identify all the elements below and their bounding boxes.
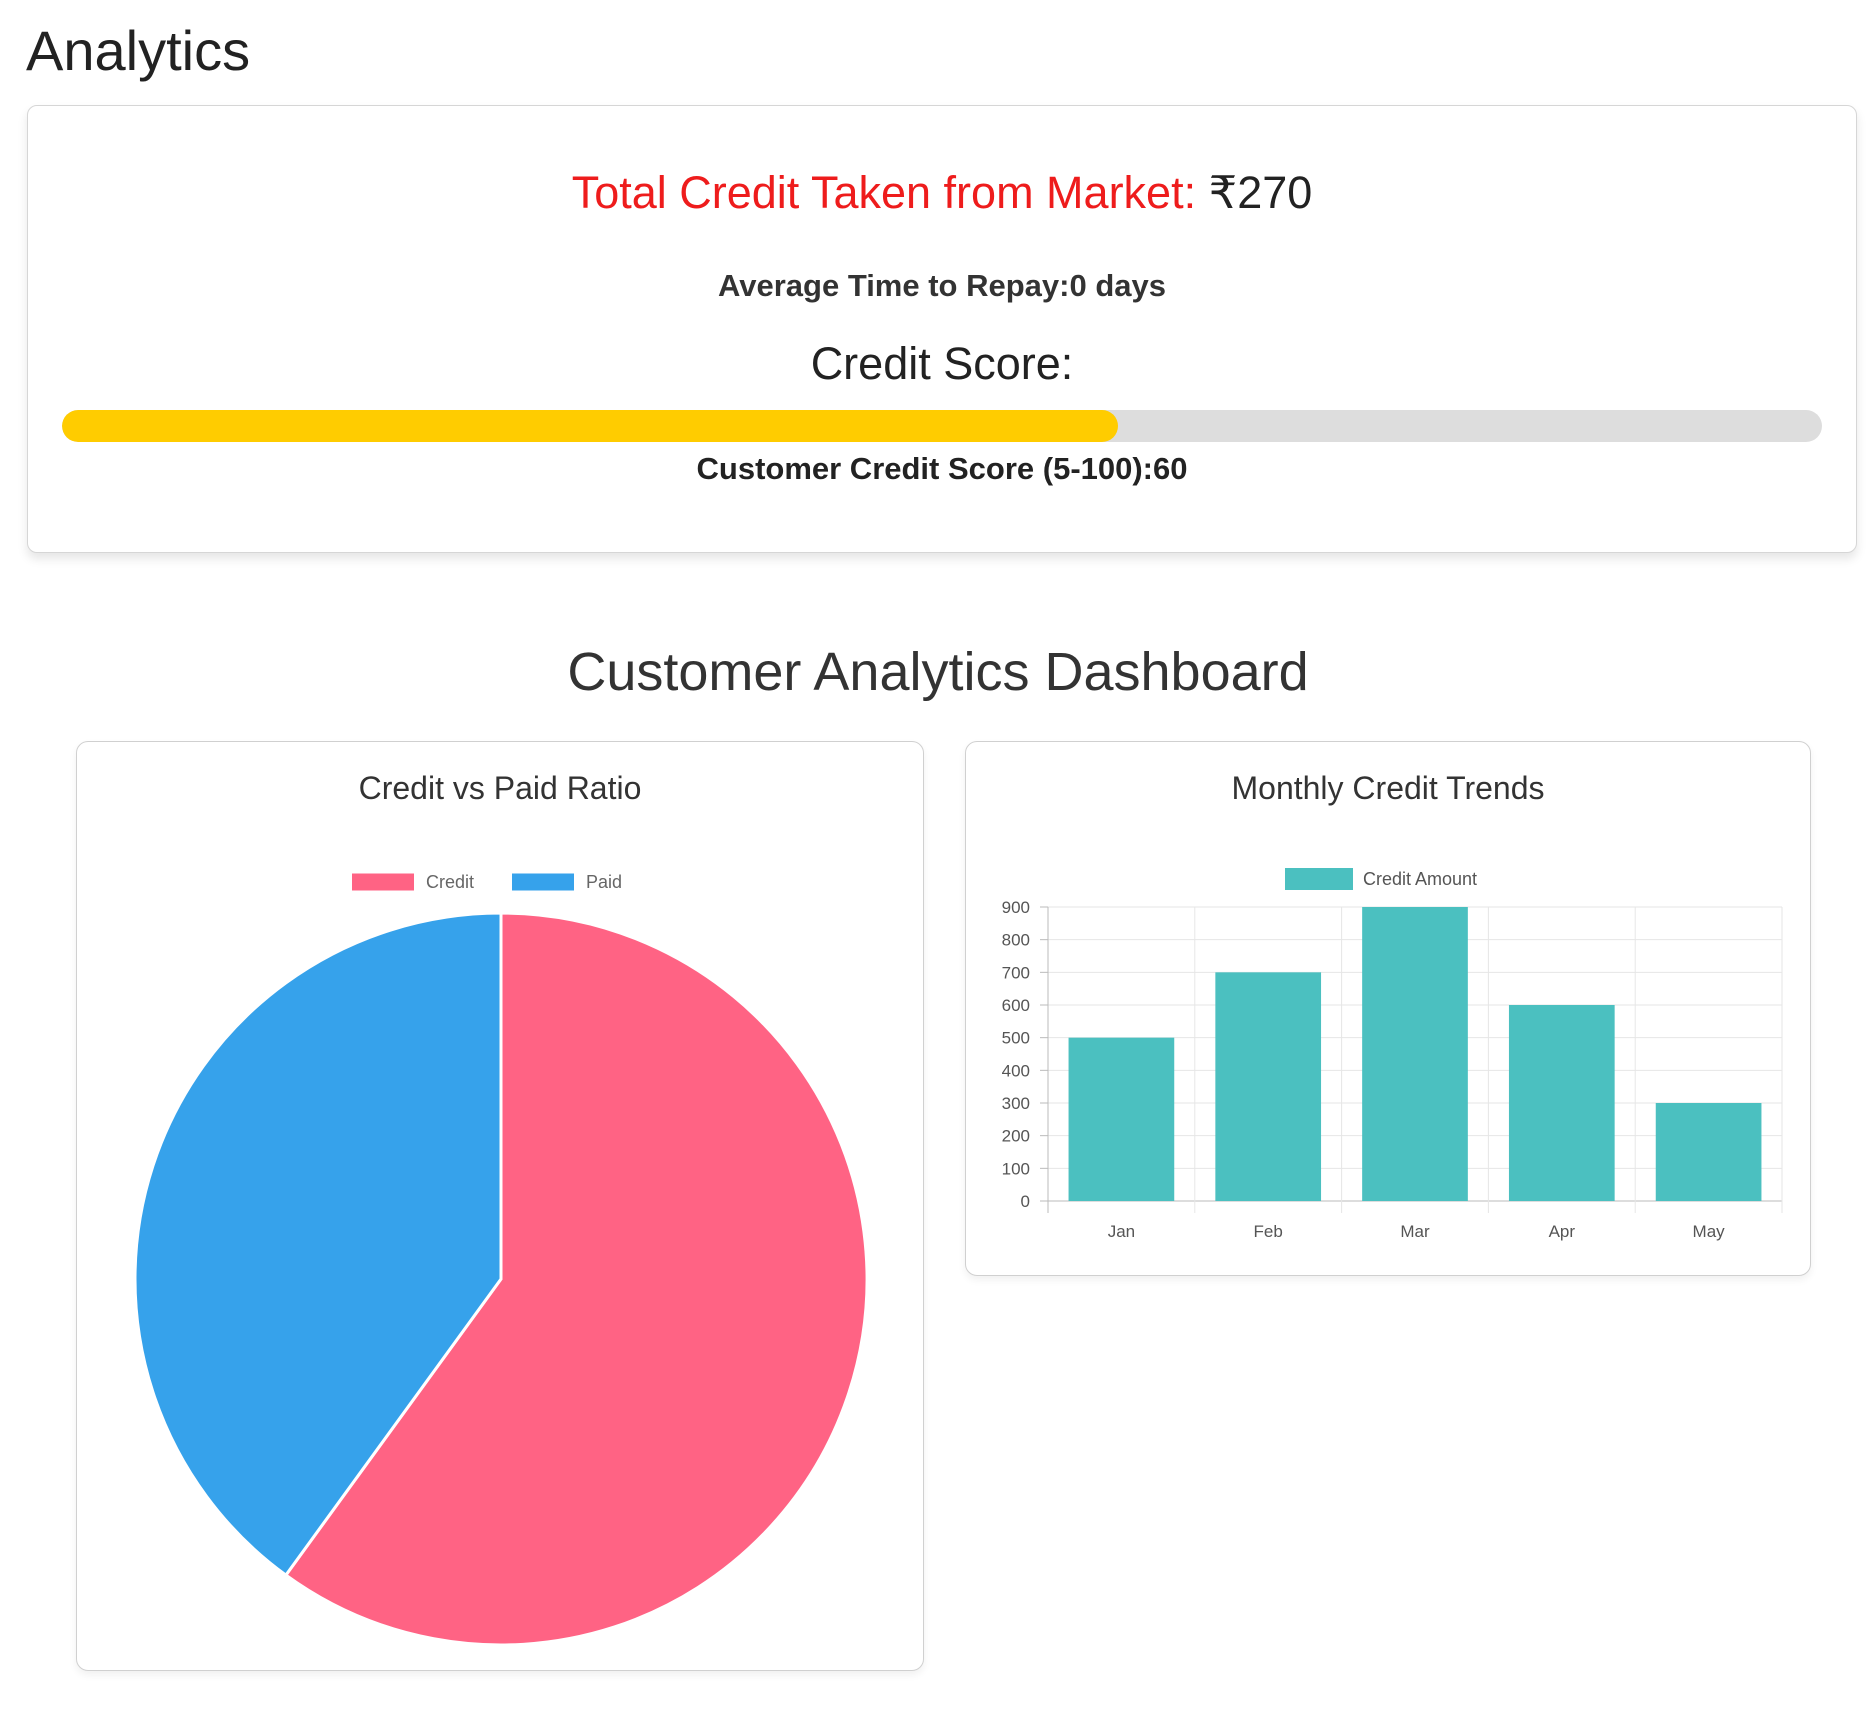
monthly-credit-bar-chart: Credit Amount 0 100 200 300 400 500 600 700 800 90…: [1002, 868, 1783, 1241]
page-title: Analytics: [26, 19, 251, 82]
total-credit: Total Credit Taken from Market: ₹270: [28, 166, 1856, 219]
y-tick-label: 500: [1002, 1029, 1030, 1048]
bar-mar[interactable]: [1362, 907, 1468, 1201]
bar-may[interactable]: [1655, 1103, 1762, 1201]
pie-chart-card: Credit vs Paid Ratio Credit Paid: [76, 741, 924, 1671]
x-tick-label: Feb: [1254, 1222, 1283, 1241]
legend-swatch-credit[interactable]: [352, 873, 414, 891]
average-repay-time: Average Time to Repay:0 days: [718, 268, 1166, 303]
credit-score-bar-fill: [62, 410, 1118, 442]
pie-chart-title: Credit vs Paid Ratio: [358, 770, 642, 806]
y-tick-label: 300: [1002, 1094, 1030, 1113]
x-tick-label: Apr: [1549, 1222, 1576, 1241]
pie-slice-credit[interactable]: [283, 911, 869, 1647]
y-tick-label: 600: [1002, 996, 1030, 1015]
bar-jan[interactable]: [1068, 1037, 1175, 1201]
bar-apr[interactable]: [1508, 1005, 1615, 1201]
bar-chart-card: Monthly Credit Trends Credit Amount 0 100 2…: [965, 741, 1811, 1276]
dashboard-title: Customer Analytics Dashboard: [567, 642, 1309, 702]
y-tick-label: 100: [1002, 1159, 1030, 1178]
credit-score-bar: [62, 410, 1822, 442]
x-tick-label: Jan: [1108, 1222, 1135, 1241]
bar-chart-title: Monthly Credit Trends: [1231, 770, 1545, 806]
y-tick-label: 400: [1002, 1061, 1030, 1080]
y-tick-label: 900: [1002, 898, 1030, 917]
legend-swatch-credit-amount[interactable]: [1285, 868, 1353, 890]
legend-label-paid[interactable]: Paid: [586, 872, 622, 892]
legend-label-credit-amount[interactable]: Credit Amount: [1363, 869, 1477, 889]
legend-label-credit[interactable]: Credit: [426, 872, 474, 892]
credit-vs-paid-pie-chart: Credit Paid: [133, 872, 869, 1647]
total-credit-label: Total Credit Taken from Market:: [571, 167, 1209, 218]
pie-slice-paid[interactable]: [133, 911, 503, 1578]
y-tick-label: 0: [1021, 1192, 1030, 1211]
x-tick-label: Mar: [1400, 1222, 1430, 1241]
credit-summary-card: Total Credit Taken from Market: ₹270 Ave…: [27, 105, 1857, 553]
credit-score-heading: Credit Score:: [810, 338, 1074, 389]
x-tick-label: May: [1693, 1222, 1726, 1241]
bar-feb[interactable]: [1215, 972, 1322, 1201]
total-credit-value: ₹270: [1208, 167, 1313, 218]
credit-score-caption: Customer Credit Score (5-100):60: [696, 451, 1188, 486]
y-tick-label: 200: [1002, 1127, 1030, 1146]
y-tick-label: 800: [1002, 931, 1030, 950]
legend-swatch-paid[interactable]: [512, 873, 574, 891]
y-tick-label: 700: [1002, 963, 1030, 982]
